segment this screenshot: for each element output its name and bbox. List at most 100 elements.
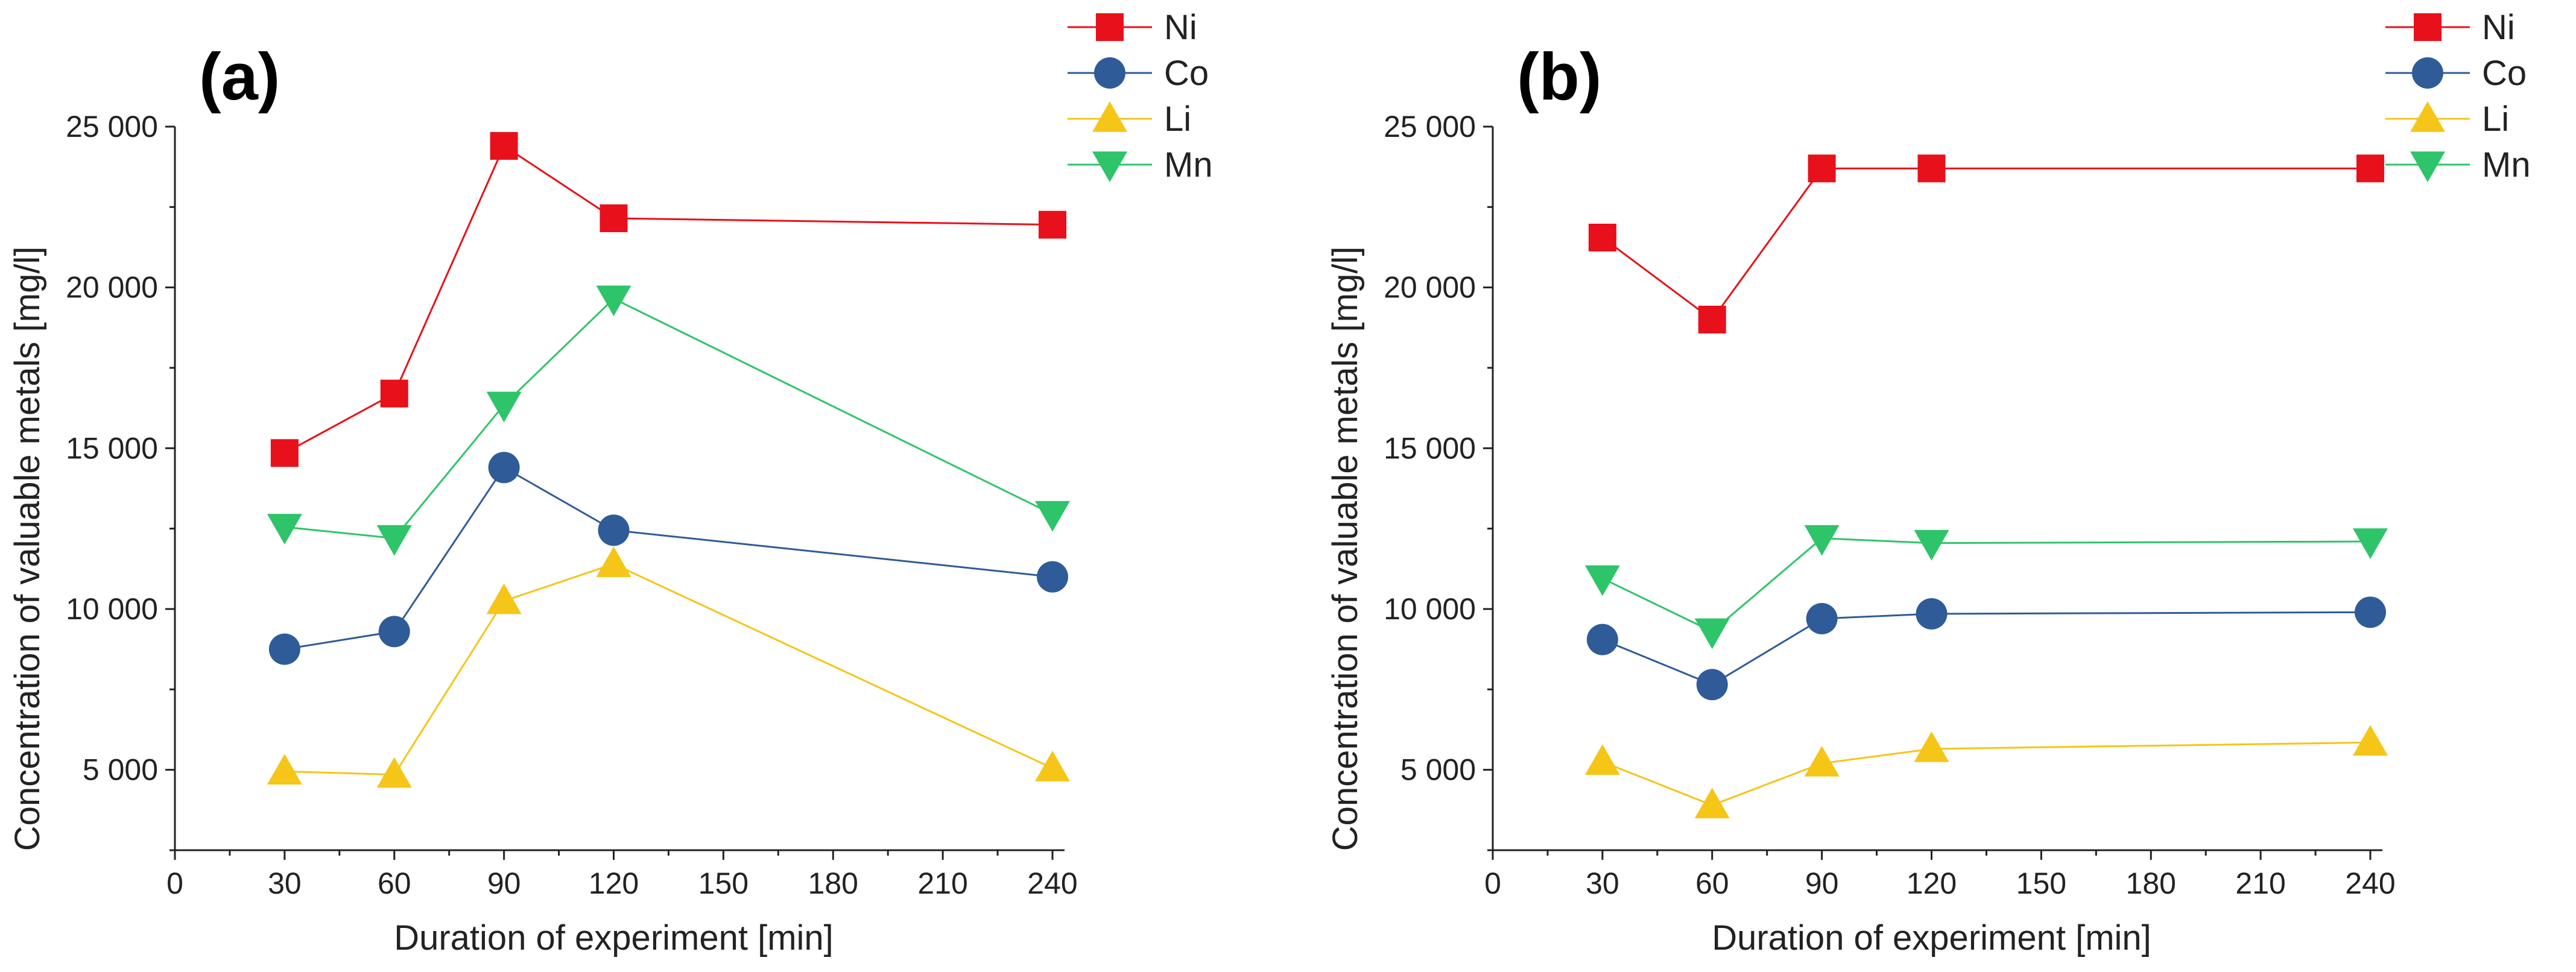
data-point — [1916, 598, 1948, 630]
chart-panel-2: (b) 5 000 10 000 15 000 20 000 25 000 0 30 60 90 1… — [1326, 8, 2531, 958]
data-point — [376, 525, 412, 556]
data-point — [378, 616, 410, 648]
data-point — [1808, 154, 1836, 183]
legend-label: Li — [2482, 99, 2509, 139]
y-tick-label: 10 000 — [1384, 592, 1476, 626]
x-tick-label: 0 — [166, 866, 183, 900]
legend-label: Co — [1164, 54, 1209, 93]
data-point — [1694, 787, 1730, 819]
data-point — [380, 379, 408, 408]
data-point — [1588, 224, 1616, 251]
x-tick-label: 30 — [268, 866, 302, 900]
x-tick-label: 30 — [1586, 866, 1619, 900]
y-tick-label: 25 000 — [66, 110, 158, 144]
data-point — [268, 633, 300, 665]
x-tick-label: 240 — [1027, 866, 1077, 900]
data-point — [1586, 623, 1618, 655]
series-co — [1586, 596, 2386, 701]
series-line — [1602, 537, 2371, 633]
data-point — [1914, 529, 1949, 561]
legend-marker — [2414, 13, 2442, 41]
x-tick-label: 90 — [487, 866, 521, 900]
data-point — [1037, 561, 1068, 593]
data-point — [376, 757, 412, 788]
data-point — [1917, 154, 1946, 183]
y-tick-label: 5 000 — [83, 753, 158, 787]
data-point — [486, 391, 522, 423]
series-mn — [267, 285, 1070, 556]
series-mn — [1584, 525, 2388, 649]
data-point — [1806, 603, 1838, 634]
x-tick-label: 60 — [1695, 866, 1729, 900]
legend-item-li: Li — [1068, 99, 1191, 139]
x-tick-label: 210 — [2235, 866, 2285, 900]
legend-label: Mn — [1164, 145, 1213, 185]
legend-item-co: Co — [1068, 54, 1209, 93]
legend-item-mn: Mn — [1068, 145, 1213, 185]
data-point — [1584, 565, 1620, 596]
x-tick-label: 0 — [1484, 866, 1501, 900]
legend-item-li: Li — [2385, 99, 2509, 139]
data-point — [600, 204, 628, 232]
data-point — [1696, 669, 1728, 701]
series-li — [267, 546, 1070, 788]
data-point — [267, 754, 302, 785]
legend-marker — [2412, 57, 2443, 89]
x-tick-label: 180 — [2126, 866, 2176, 900]
legend-label: Co — [2482, 54, 2527, 93]
series-co — [268, 452, 1068, 665]
data-point — [1694, 618, 1730, 649]
data-point — [2353, 725, 2388, 756]
legend-label: Mn — [2482, 145, 2531, 185]
data-point — [1035, 500, 1070, 532]
legend: Ni Co Li Mn — [2385, 8, 2531, 185]
panel-label: (a) — [199, 40, 280, 114]
x-tick-label: 120 — [589, 866, 639, 900]
x-tick-label: 210 — [917, 866, 967, 900]
chart-panel-1: (a) 5 000 10 000 15 000 20 000 25 000 0 30 60 90 1… — [8, 8, 1213, 958]
data-point — [1698, 306, 1726, 333]
panel-label: (b) — [1517, 40, 1601, 114]
legend-label: Ni — [1164, 8, 1197, 47]
data-point — [490, 132, 518, 160]
series-ni — [270, 132, 1066, 467]
x-tick-label: 60 — [378, 866, 411, 900]
legend-marker — [1092, 101, 1127, 132]
legend-label: Li — [1164, 99, 1191, 139]
data-point — [486, 583, 522, 614]
series-ni — [1588, 154, 2384, 333]
legend-item-ni: Ni — [2385, 8, 2515, 47]
legend-item-ni: Ni — [1068, 8, 1197, 47]
legend-marker — [1094, 57, 1125, 89]
legend-marker — [2410, 101, 2445, 132]
data-point — [267, 514, 302, 544]
x-tick-label: 90 — [1805, 866, 1839, 900]
x-tick-label: 120 — [1907, 866, 1957, 900]
data-point — [2353, 528, 2388, 559]
legend-item-mn: Mn — [2385, 145, 2531, 185]
data-point — [1804, 746, 1840, 777]
data-point — [598, 514, 630, 546]
y-axis-title: Concentration of valuable metals [mg/l] — [1326, 247, 1365, 851]
data-point — [2356, 154, 2384, 183]
data-point — [1804, 525, 1840, 556]
data-point — [488, 452, 520, 484]
y-tick-label: 20 000 — [1384, 271, 1476, 305]
x-tick-label: 150 — [698, 866, 748, 900]
x-tick-label: 180 — [808, 866, 858, 900]
legend-marker — [1092, 151, 1127, 182]
y-tick-label: 20 000 — [66, 271, 158, 305]
series-line — [1601, 167, 2370, 321]
series-line — [1602, 741, 2371, 806]
data-point — [596, 285, 631, 317]
legend-label: Ni — [2482, 8, 2515, 47]
data-point — [270, 439, 299, 467]
data-point — [1039, 210, 1066, 239]
y-tick-label: 10 000 — [66, 592, 158, 626]
data-point — [1035, 751, 1070, 781]
data-point — [1914, 731, 1949, 762]
x-tick-label: 240 — [2345, 866, 2395, 900]
legend-item-co: Co — [2385, 54, 2527, 93]
y-tick-label: 15 000 — [1384, 431, 1476, 465]
